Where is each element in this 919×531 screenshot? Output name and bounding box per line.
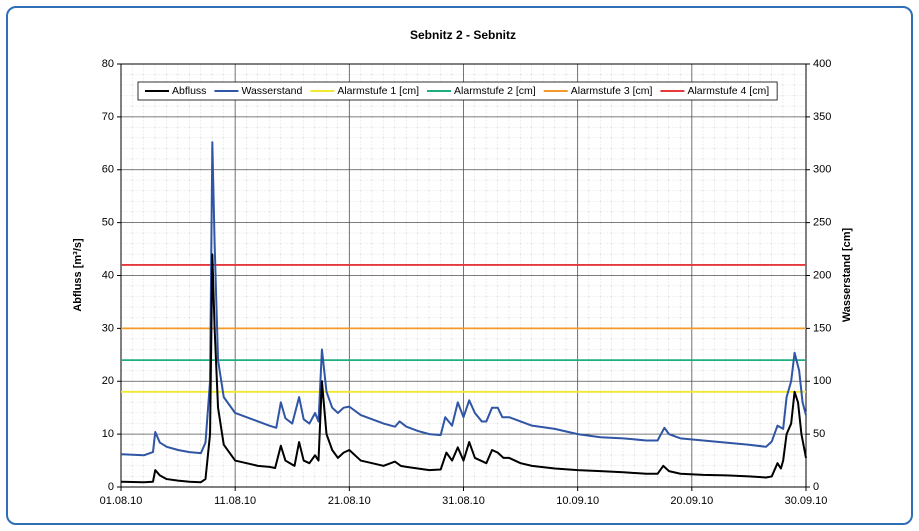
y-tick-label: 30: [102, 322, 114, 334]
x-tick-label: 30.09.10: [785, 495, 828, 507]
legend-label: Wasserstand: [241, 85, 302, 97]
x-tick-label: 21.08.10: [328, 495, 371, 507]
y2-tick-label: 400: [813, 58, 831, 70]
series-line: [120, 141, 807, 457]
y-tick-label: 10: [102, 428, 114, 440]
y2-tick-label: 250: [813, 217, 831, 229]
y2-tick-label: 50: [813, 428, 825, 440]
y2-tick-label: 300: [813, 164, 831, 176]
y-tick-label: 40: [102, 269, 114, 281]
y-tick-label: 50: [102, 217, 114, 229]
x-tick-label: 31.08.10: [442, 495, 485, 507]
y-tick-label: 0: [108, 481, 114, 493]
legend-label: Alarmstufe 4 [cm]: [687, 85, 769, 97]
chart-title: Sebnitz 2 - Sebnitz: [410, 28, 516, 42]
y2-tick-label: 350: [813, 111, 831, 123]
y2-tick-label: 0: [813, 481, 819, 493]
y2-tick-label: 150: [813, 322, 831, 334]
legend-label: Abfluss: [172, 85, 206, 97]
plot-border: [120, 63, 807, 488]
y-tick-label: 80: [102, 58, 114, 70]
legend-label: Alarmstufe 3 [cm]: [571, 85, 653, 97]
y2-tick-label: 200: [813, 269, 831, 281]
y-axis-label: Abfluss [m³/s]: [72, 238, 84, 312]
x-tick-label: 20.09.10: [670, 495, 713, 507]
legend-box: [137, 81, 778, 101]
legend-label: Alarmstufe 2 [cm]: [454, 85, 536, 97]
series-line: [120, 253, 807, 484]
y-tick-label: 20: [102, 375, 114, 387]
x-tick-label: 01.08.10: [100, 495, 143, 507]
y2-axis-label: Wasserstand [cm]: [841, 227, 853, 322]
x-tick-label: 11.08.10: [214, 495, 256, 507]
y2-tick-label: 100: [813, 375, 831, 387]
legend-label: Alarmstufe 1 [cm]: [337, 85, 419, 97]
y-tick-label: 70: [102, 111, 114, 123]
x-tick-label: 10.09.10: [556, 495, 599, 507]
y-tick-label: 60: [102, 164, 114, 176]
